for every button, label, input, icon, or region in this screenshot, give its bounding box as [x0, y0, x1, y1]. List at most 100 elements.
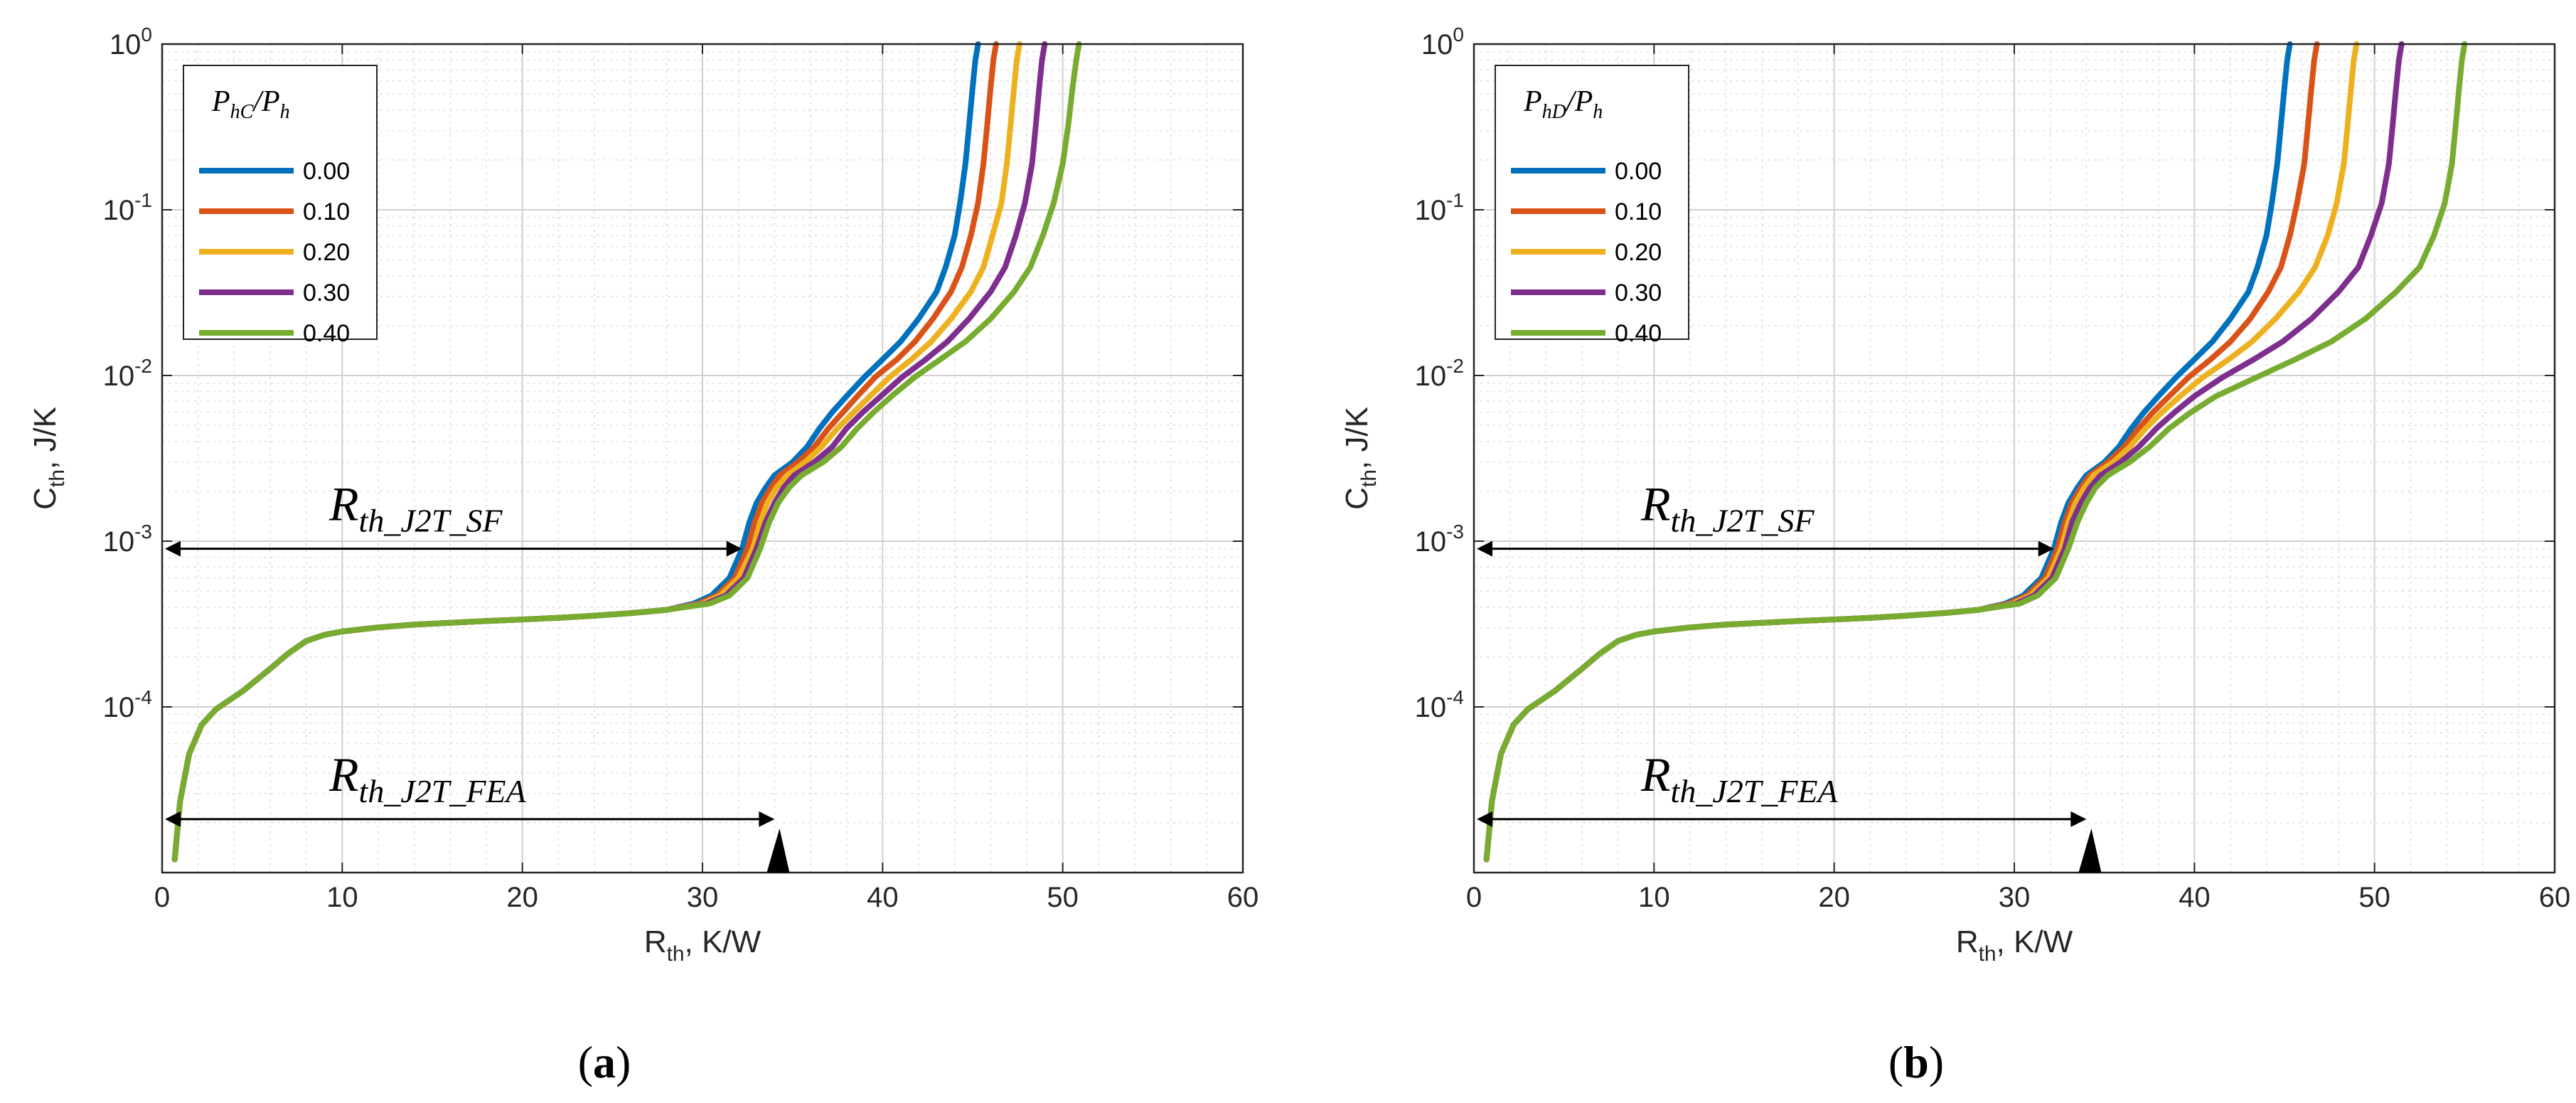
legend-title-p1: P [1523, 85, 1542, 118]
y-tick-exponent: -3 [134, 521, 152, 543]
y-tick-exponent: -4 [134, 686, 152, 708]
y-tick-base: 10 [1415, 195, 1447, 226]
legend-title: PhC/Ph [211, 85, 290, 123]
x-axis-label-main: R [644, 925, 667, 959]
y-axis-label: Cth, J/K [1340, 407, 1381, 510]
x-axis-label-sub: th [1979, 942, 1997, 966]
x-tick-label: 60 [2539, 882, 2571, 913]
annotation-sub: th_J2T_FEA [359, 773, 527, 809]
y-tick-label: 10-1 [103, 189, 152, 226]
annotation-arrowhead-right [726, 540, 742, 557]
legend: PhC/Ph0.000.100.200.300.40 [183, 65, 378, 347]
x-tick-label: 50 [2358, 882, 2390, 913]
y-axis-label-rest: , J/K [28, 407, 63, 469]
annotation-arrowhead-left [1477, 811, 1492, 827]
caption-close: ) [1929, 1037, 1944, 1087]
annotation-main: R [328, 477, 359, 531]
annotation-label: Rth_J2T_SF [1640, 477, 1815, 539]
legend-label-0.40: 0.40 [1615, 320, 1662, 347]
legend-label-0.00: 0.00 [303, 158, 350, 185]
caption-open: ( [578, 1037, 593, 1087]
x-tick-label: 20 [1818, 882, 1850, 913]
y-tick-label: 10-3 [1415, 521, 1464, 558]
y-axis-label: Cth, J/K [28, 407, 69, 510]
x-tick-label: 30 [687, 882, 719, 913]
legend-title-sub2: h [280, 101, 290, 123]
x-tick-label: 30 [1999, 882, 2031, 913]
annotation-arrowhead-left [1477, 540, 1492, 557]
annotation-main: R [328, 747, 359, 801]
annotation-main: R [1640, 747, 1671, 801]
y-tick-base: 10 [103, 526, 135, 558]
annotation-label: Rth_J2T_SF [328, 477, 503, 539]
y-tick-label: 10-4 [1415, 686, 1464, 723]
caption-letter: b [1903, 1037, 1929, 1087]
x-tick-label: 60 [1227, 882, 1259, 913]
y-tick-base: 10 [1415, 526, 1447, 558]
legend-label-0.40: 0.40 [303, 320, 350, 347]
y-axis-label-main: C [1340, 487, 1374, 510]
y-tick-label: 10-2 [1415, 355, 1464, 392]
annotation-sub: th_J2T_SF [1671, 503, 1815, 539]
legend-title-p1: P [211, 85, 230, 118]
annotation-main: R [1640, 477, 1671, 531]
legend-title-p2: P [261, 85, 280, 118]
legend-title-p2: P [1574, 85, 1593, 118]
caption-open: ( [1888, 1037, 1903, 1087]
y-tick-label: 100 [1421, 23, 1464, 60]
x-axis-label-rest: , K/W [685, 925, 761, 959]
y-tick-base: 10 [1421, 29, 1453, 60]
y-tick-label: 10-1 [1415, 189, 1464, 226]
x-axis-label-main: R [1956, 925, 1979, 959]
series-line-0.40 [1483, 41, 2468, 863]
x-axis-label: Rth, K/W [1956, 925, 2073, 966]
x-tick-label: 40 [867, 882, 899, 913]
annotation-sub: th_J2T_FEA [1671, 773, 1839, 809]
legend-title-sub2: h [1593, 101, 1603, 123]
x-tick-label: 10 [326, 882, 358, 913]
y-tick-exponent: -1 [1446, 189, 1464, 211]
fea-marker-triangle [766, 828, 790, 873]
legend-title-sub1: hD [1542, 101, 1566, 123]
y-tick-exponent: -3 [1446, 521, 1464, 543]
annotation-label: Rth_J2T_FEA [328, 747, 527, 809]
annotation-sub: th_J2T_SF [359, 503, 503, 539]
panel-caption: (b) [1888, 1037, 1944, 1087]
y-tick-base: 10 [1415, 692, 1447, 723]
y-tick-exponent: -4 [1446, 686, 1464, 708]
legend-label-0.30: 0.30 [1615, 279, 1662, 307]
annotation-arrowhead-right [2038, 540, 2054, 557]
series-line-0.40 [171, 41, 1082, 863]
annotation-label: Rth_J2T_FEA [1640, 747, 1839, 809]
annotation-arrowhead-right [759, 811, 775, 827]
legend-label-0.20: 0.20 [303, 239, 350, 266]
y-tick-exponent: 0 [141, 23, 152, 46]
legend-title-slash: / [252, 85, 264, 118]
legend-title-sub1: hC [230, 101, 254, 123]
x-axis-label: Rth, K/W [644, 925, 761, 966]
legend: PhD/Ph0.000.100.200.300.40 [1495, 65, 1689, 347]
annotation-arrowhead-right [2070, 811, 2087, 827]
legend-title: PhD/Ph [1523, 85, 1603, 123]
legend-label-0.30: 0.30 [303, 279, 350, 307]
x-tick-label: 0 [154, 882, 170, 913]
x-tick-label: 50 [1047, 882, 1079, 913]
x-tick-label: 10 [1638, 882, 1670, 913]
x-tick-label: 0 [1466, 882, 1482, 913]
legend-label-0.20: 0.20 [1615, 239, 1662, 266]
y-axis-label-sub: th [1357, 469, 1381, 487]
y-tick-base: 10 [109, 29, 141, 60]
y-tick-label: 10-4 [103, 686, 152, 723]
legend-title-slash: / [1565, 85, 1577, 118]
y-axis-label-rest: , J/K [1340, 407, 1374, 469]
y-axis-label-main: C [28, 487, 63, 510]
panel-caption: (a) [578, 1037, 631, 1087]
annotation-arrowhead-left [165, 540, 181, 557]
x-tick-label: 20 [506, 882, 538, 913]
y-tick-exponent: -1 [134, 189, 152, 211]
legend-label-0.10: 0.10 [303, 198, 350, 225]
legend-label-0.00: 0.00 [1615, 158, 1662, 185]
